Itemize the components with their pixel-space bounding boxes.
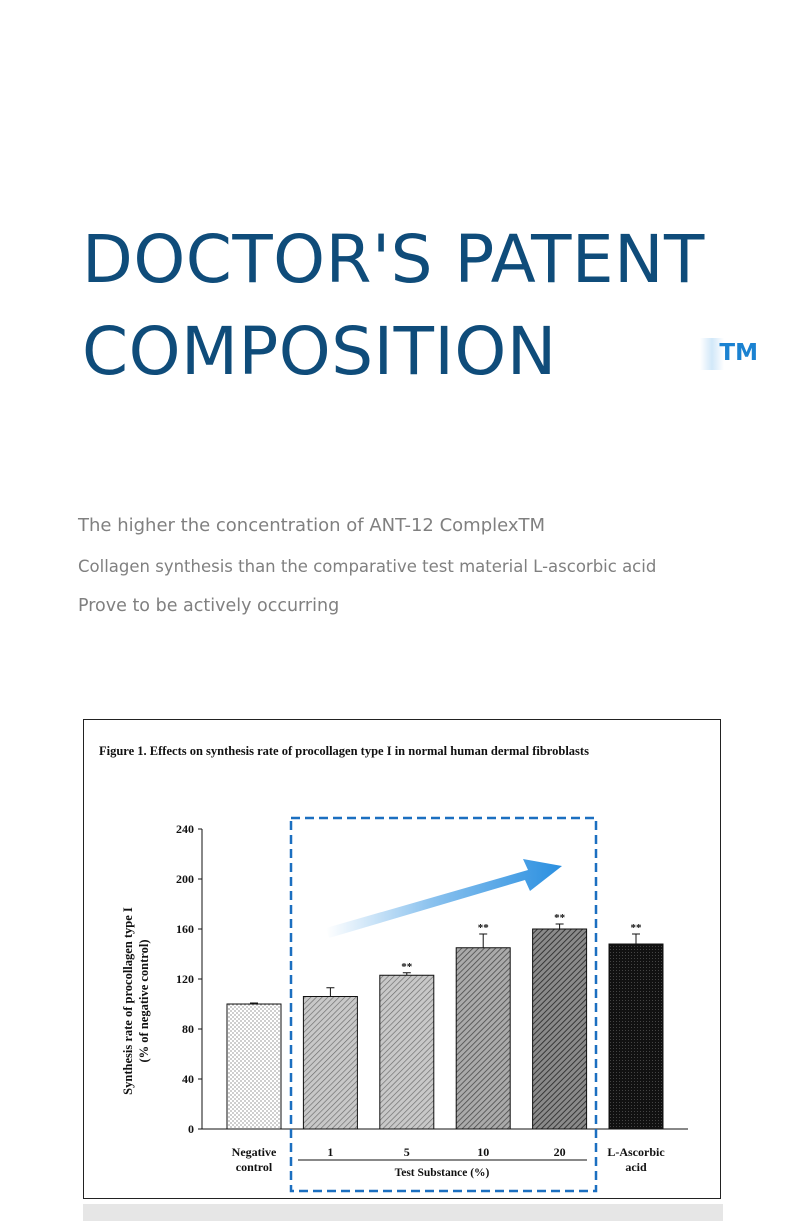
significance-label: ** — [631, 922, 643, 934]
bar — [302, 996, 358, 1130]
bar — [532, 928, 588, 1130]
y-axis-label-line-1: Synthesis rate of procollagen type I — [121, 907, 135, 1095]
y-tick-label: 40 — [182, 1072, 194, 1086]
footer-strip — [83, 1204, 723, 1221]
y-tick-label: 80 — [182, 1022, 194, 1036]
x-tick-label: 1 — [327, 1145, 333, 1159]
headline-line-1: DOCTOR'S PATENT — [82, 221, 705, 298]
highlight-box — [289, 816, 598, 1193]
bars: ** ** ** ** — [226, 912, 664, 1130]
y-axis-label: Synthesis rate of procollagen type I (% … — [121, 907, 151, 1095]
x-tick-label: acid — [625, 1160, 647, 1174]
page-headline: DOCTOR'S PATENT COMPOSITION — [82, 214, 705, 398]
trademark-text: TM — [719, 340, 758, 366]
trademark-mark: TM — [700, 338, 760, 370]
description-line-2: Collagen synthesis than the comparative … — [78, 557, 657, 576]
x-tick-label: L-Ascorbic — [607, 1145, 665, 1159]
figure-panel: Figure 1. Effects on synthesis rate of p… — [83, 719, 721, 1199]
bar — [608, 943, 664, 1130]
headline-line-2: COMPOSITION — [82, 313, 557, 390]
y-tick-label: 120 — [176, 972, 194, 986]
x-tick-label: 20 — [554, 1145, 566, 1159]
trend-arrow-icon — [326, 859, 562, 938]
y-tick-label: 160 — [176, 922, 194, 936]
description-line-3: Prove to be actively occurring — [78, 596, 340, 616]
bar — [226, 1003, 282, 1130]
y-tick-label: 200 — [176, 872, 194, 886]
significance-label: ** — [478, 922, 490, 934]
x-tick-label: 10 — [477, 1145, 489, 1159]
description-line-1: The higher the concentration of ANT-12 C… — [78, 515, 546, 536]
x-tick-label: 5 — [404, 1145, 410, 1159]
significance-label: ** — [401, 961, 413, 973]
significance-label: ** — [554, 912, 566, 924]
y-axis: 0 40 80 120 160 200 240 — [176, 822, 688, 1136]
y-axis-label-line-2: (% of negative control) — [137, 939, 151, 1062]
x-tick-label: Negative — [232, 1145, 277, 1159]
chart-title: Figure 1. Effects on synthesis rate of p… — [99, 744, 589, 758]
y-tick-label: 240 — [176, 822, 194, 836]
bar — [379, 974, 435, 1130]
group-label: Test Substance (%) — [395, 1167, 490, 1179]
x-tick-label: control — [236, 1160, 273, 1174]
bar-chart: Figure 1. Effects on synthesis rate of p… — [99, 744, 688, 1193]
bar — [455, 947, 511, 1130]
y-tick-label: 0 — [188, 1122, 194, 1136]
